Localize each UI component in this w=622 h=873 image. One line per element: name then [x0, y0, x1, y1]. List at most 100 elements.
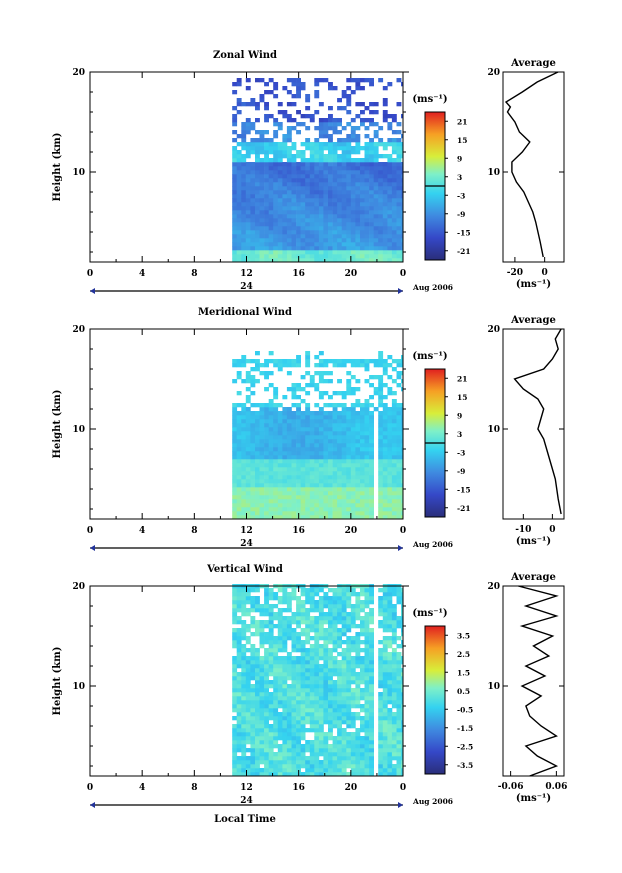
heatmap-cell [268, 495, 274, 500]
heatmap-cell [328, 158, 333, 163]
heatmap-cell [273, 668, 279, 673]
heatmap-cell [332, 768, 338, 773]
heatmap-cell [350, 166, 356, 171]
heatmap-cell [296, 415, 301, 420]
heatmap-cell [314, 431, 320, 436]
heatmap-cell [328, 254, 333, 259]
heatmap-cell [309, 680, 315, 685]
heatmap-cell [255, 379, 260, 384]
heatmap-cell [273, 230, 279, 235]
heatmap-cell [314, 435, 320, 440]
heatmap-cell [350, 648, 356, 653]
heatmap-cell [328, 439, 333, 444]
heatmap-cell [346, 600, 352, 605]
heatmap-cell [337, 499, 342, 504]
heatmap-cell [318, 672, 324, 677]
heatmap-cell [401, 624, 404, 629]
heatmap-cell [318, 503, 324, 508]
heatmap-cell [387, 114, 393, 119]
heatmap-cell [296, 608, 301, 613]
heatmap-cell [236, 226, 242, 231]
heatmap-cell [232, 222, 238, 227]
heatmap-cell [355, 182, 361, 187]
heatmap-cell [236, 427, 242, 432]
heatmap-cell [241, 411, 247, 416]
heatmap-cell [346, 182, 352, 187]
heatmap-cell [282, 110, 288, 115]
heatmap-cell [323, 752, 329, 757]
heatmap-cell [259, 427, 265, 432]
heatmap-cell [323, 732, 329, 737]
heatmap-cell [309, 242, 315, 247]
heatmap-cell [328, 688, 333, 693]
heatmap-cell [360, 226, 365, 231]
heatmap-cell [314, 672, 320, 677]
heatmap-cell [341, 250, 347, 255]
heatmap-cell [401, 210, 404, 215]
heatmap-cell [250, 503, 256, 508]
heatmap-cell [382, 367, 388, 372]
heatmap-cell [241, 162, 247, 167]
heatmap-cell [264, 503, 269, 508]
heatmap-cell [318, 158, 324, 163]
heatmap-cell [328, 515, 333, 520]
heatmap-cell [241, 764, 247, 769]
heatmap-cell [259, 206, 265, 211]
heatmap-cell [360, 479, 365, 484]
heatmap-cell [314, 174, 320, 179]
heatmap-cell [286, 720, 292, 725]
heatmap-cell [387, 222, 393, 227]
heatmap-cell [350, 427, 356, 432]
heatmap-cell [305, 238, 311, 243]
heatmap-cell [396, 664, 402, 669]
heatmap-cell [296, 387, 301, 392]
heatmap-cell [378, 218, 384, 223]
heatmap-cell [346, 760, 352, 765]
heatmap-cell [355, 134, 361, 139]
heatmap-cell [305, 158, 311, 163]
heatmap-cell [273, 439, 279, 444]
heatmap-cell [373, 246, 379, 251]
heatmap-cell [305, 772, 311, 777]
heatmap-cell [364, 423, 370, 428]
heatmap-cell [387, 732, 393, 737]
heatmap-cell [391, 222, 397, 227]
heatmap-cell [346, 94, 352, 99]
heatmap-cell [337, 680, 342, 685]
heatmap-cell [401, 403, 404, 408]
heatmap-cell [328, 202, 333, 207]
heatmap-cell [332, 475, 338, 480]
heatmap-cell [255, 202, 260, 207]
heatmap-cell [369, 138, 374, 143]
heatmap-cell [350, 676, 356, 681]
heatmap-cell [314, 455, 320, 460]
heatmap-cell [268, 672, 274, 677]
heatmap-cell [341, 600, 347, 605]
heatmap-cell [245, 764, 251, 769]
heatmap-cell [364, 415, 370, 420]
heatmap-cell [355, 411, 361, 416]
heatmap-cell [273, 234, 279, 239]
heatmap-cell [387, 447, 393, 452]
heatmap-cell [318, 708, 324, 713]
heatmap-cell [250, 246, 256, 251]
heatmap-cell [382, 664, 388, 669]
heatmap-cell [355, 652, 361, 657]
heatmap-cell [282, 166, 288, 171]
heatmap-cell [300, 198, 306, 203]
heatmap-cell [346, 511, 352, 516]
heatmap-cell [264, 226, 269, 231]
heatmap-cell [360, 415, 365, 420]
heatmap-cell [305, 692, 311, 697]
heatmap-cell [346, 166, 352, 171]
heatmap-cell [268, 142, 274, 147]
heatmap-cell [273, 716, 279, 721]
heatmap-cell [378, 648, 384, 653]
heatmap-cell [245, 234, 251, 239]
heatmap-cell [255, 459, 260, 464]
heatmap-cell [277, 507, 283, 512]
heatmap-cell [355, 102, 361, 107]
heatmap-cell [396, 198, 402, 203]
heatmap-cell [277, 483, 283, 488]
heatmap-cell [300, 419, 306, 424]
